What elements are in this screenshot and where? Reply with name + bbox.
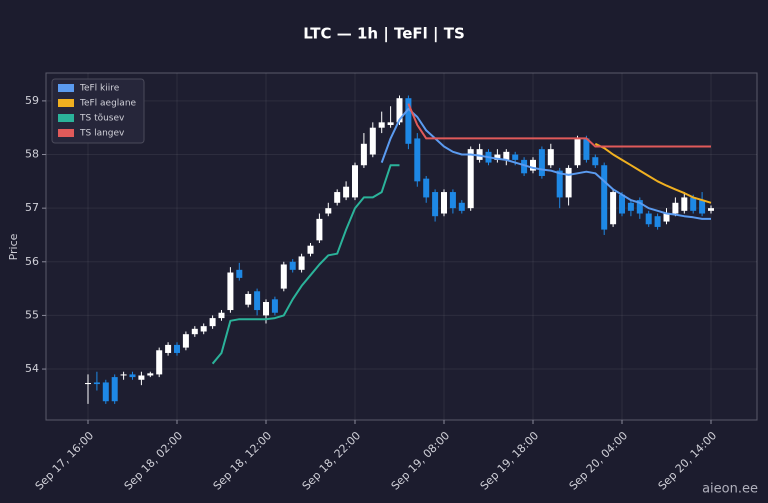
candle-body: [574, 138, 581, 166]
indicator-line: [380, 107, 711, 220]
candle-body: [654, 216, 661, 227]
candle-body: [120, 374, 127, 376]
candle-body: [627, 202, 634, 211]
candle-body: [547, 149, 554, 166]
candle-body: [458, 202, 465, 211]
candle-body: [369, 127, 376, 155]
legend-label: TS langev: [79, 129, 125, 139]
candle-body: [343, 186, 350, 198]
candle-body: [254, 291, 261, 311]
candle-body: [298, 256, 305, 270]
candle-body: [334, 192, 341, 203]
candle-body: [441, 192, 447, 214]
watermark: aieon.ee: [702, 482, 758, 497]
candle-body: [690, 197, 697, 211]
candle-body: [538, 149, 545, 176]
candle-body: [556, 170, 563, 198]
candle-body: [111, 377, 118, 402]
legend-label: TeFl kiire: [79, 84, 120, 94]
candle-body: [271, 299, 278, 313]
y-tick-label: 55: [25, 308, 39, 321]
legend-label: TS tõusev: [79, 114, 125, 124]
candle-body: [102, 382, 109, 402]
candle-body: [672, 202, 679, 214]
plot-area: [45, 72, 758, 421]
candle-body: [289, 261, 296, 270]
candle-body: [396, 98, 403, 123]
candle-body: [352, 165, 358, 198]
candle-body: [236, 269, 243, 278]
candle-body: [245, 293, 252, 305]
legend-swatch: [58, 84, 74, 92]
candle-body: [156, 350, 163, 375]
candle-body: [636, 200, 643, 214]
indicator-line: [211, 164, 400, 365]
candle-body: [85, 382, 91, 385]
legend-box: [51, 78, 145, 144]
candle-body: [200, 326, 207, 332]
y-tick-label: 57: [25, 201, 39, 214]
candle-body: [174, 344, 180, 353]
candle-body: [360, 143, 367, 166]
candle-body: [263, 302, 269, 316]
candle-body: [138, 375, 145, 380]
candle-body: [521, 159, 528, 174]
candle-body: [129, 374, 136, 378]
y-axis-label: Price: [7, 233, 20, 260]
candle-body: [610, 192, 617, 225]
candle-body: [316, 218, 323, 241]
y-tick-label: 58: [25, 148, 39, 161]
candle-body: [663, 213, 670, 222]
chart-title: LTC — 1h | TeFl | TS: [303, 25, 465, 44]
candle-body: [414, 138, 421, 182]
candle-body: [191, 328, 198, 335]
y-tick-label: 59: [25, 94, 39, 107]
indicator-line: [407, 103, 711, 148]
candle-body: [218, 312, 225, 319]
candle-body: [405, 98, 412, 144]
y-tick-label: 54: [25, 362, 39, 375]
legend-swatch: [58, 114, 74, 122]
candle-body: [182, 334, 189, 348]
candle-body: [592, 157, 599, 166]
candle-body: [449, 192, 456, 209]
candle-body: [147, 373, 154, 376]
candle-body: [423, 178, 430, 198]
candle-body: [530, 159, 536, 171]
candle-body: [93, 382, 100, 385]
candle-body: [432, 192, 439, 217]
legend-swatch: [58, 129, 74, 137]
candle-body: [280, 264, 287, 289]
candle-body: [645, 213, 652, 225]
candle-body: [325, 208, 332, 214]
candle-body: [708, 208, 714, 211]
candle-body: [476, 149, 483, 160]
indicator-line: [594, 142, 712, 204]
candle-body: [165, 344, 172, 353]
candle-body: [387, 122, 394, 126]
candle-body: [699, 200, 706, 214]
candle-body: [565, 167, 572, 198]
candle-body: [601, 165, 608, 230]
candle-body: [512, 154, 519, 160]
candle-body: [467, 149, 474, 209]
candle-body: [227, 272, 234, 311]
legend-label: TeFl aeglane: [79, 99, 137, 109]
y-tick-label: 56: [25, 255, 39, 268]
candle-body: [494, 154, 501, 160]
candle-body: [619, 194, 625, 214]
candle-body: [503, 151, 510, 160]
candle-body: [583, 138, 590, 160]
candle-body: [209, 318, 216, 327]
candle-body: [378, 122, 385, 128]
candle-body: [307, 245, 314, 254]
candle-body: [681, 197, 688, 211]
legend-swatch: [58, 99, 74, 107]
